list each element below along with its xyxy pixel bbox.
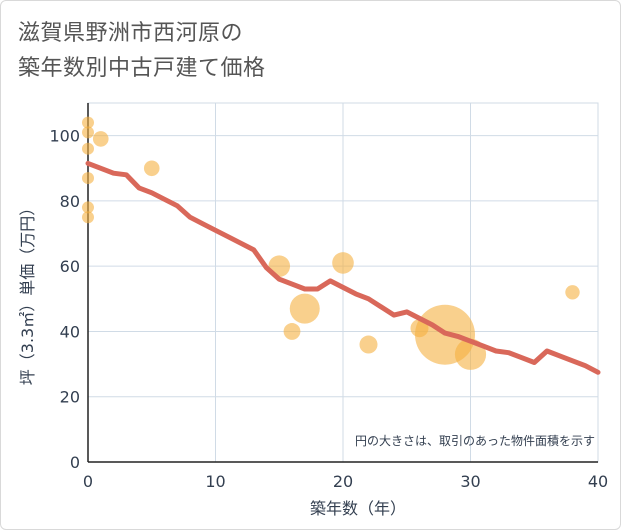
x-tick-label: 30 [460, 472, 480, 491]
bubble-point [283, 323, 301, 340]
chart-title-line-1: 滋賀県野洲市西河原の [18, 21, 244, 46]
y-tick-label: 60 [60, 257, 80, 276]
chart-title-line-2: 築年数別中古戸建て価格 [18, 56, 266, 81]
trend-line [85, 160, 601, 375]
y-tick-label: 20 [60, 388, 80, 407]
x-tick-label: 40 [588, 472, 608, 491]
y-tick-label: 0 [70, 453, 80, 472]
bubble-point [82, 211, 94, 224]
y-tick-label: 40 [60, 322, 80, 341]
y-tick-label: 100 [49, 127, 80, 146]
bubble-point [82, 142, 94, 155]
bubble-point [143, 160, 160, 177]
bubble-point [82, 126, 94, 139]
trend-line-group [85, 160, 601, 375]
bubble-point [82, 201, 94, 214]
bubble-point [289, 293, 320, 324]
y-axis-title: 坪（3.3㎡）単価（万円） [18, 200, 37, 385]
bubble-point [82, 172, 94, 185]
x-tick-label: 10 [205, 472, 225, 491]
bubble-point [92, 131, 109, 147]
x-tick-label: 20 [333, 472, 353, 491]
bubble-point [565, 285, 580, 300]
y-tick-label: 80 [60, 192, 80, 211]
bubble-size-note: 円の大きさは、取引のあった物件面積を示す [355, 433, 595, 448]
chart-title: 滋賀県野洲市西河原の 築年数別中古戸建て価格 [18, 16, 266, 86]
x-axis-title: 築年数（年） [310, 499, 406, 518]
bubble-point [82, 116, 94, 129]
tick-labels: 0 20 40 60 80 100 0 10 20 30 40 [49, 127, 608, 491]
grid-lines [87, 102, 599, 463]
bubble-point [359, 335, 378, 354]
x-tick-label: 0 [83, 472, 93, 491]
bubble-point [332, 252, 354, 274]
